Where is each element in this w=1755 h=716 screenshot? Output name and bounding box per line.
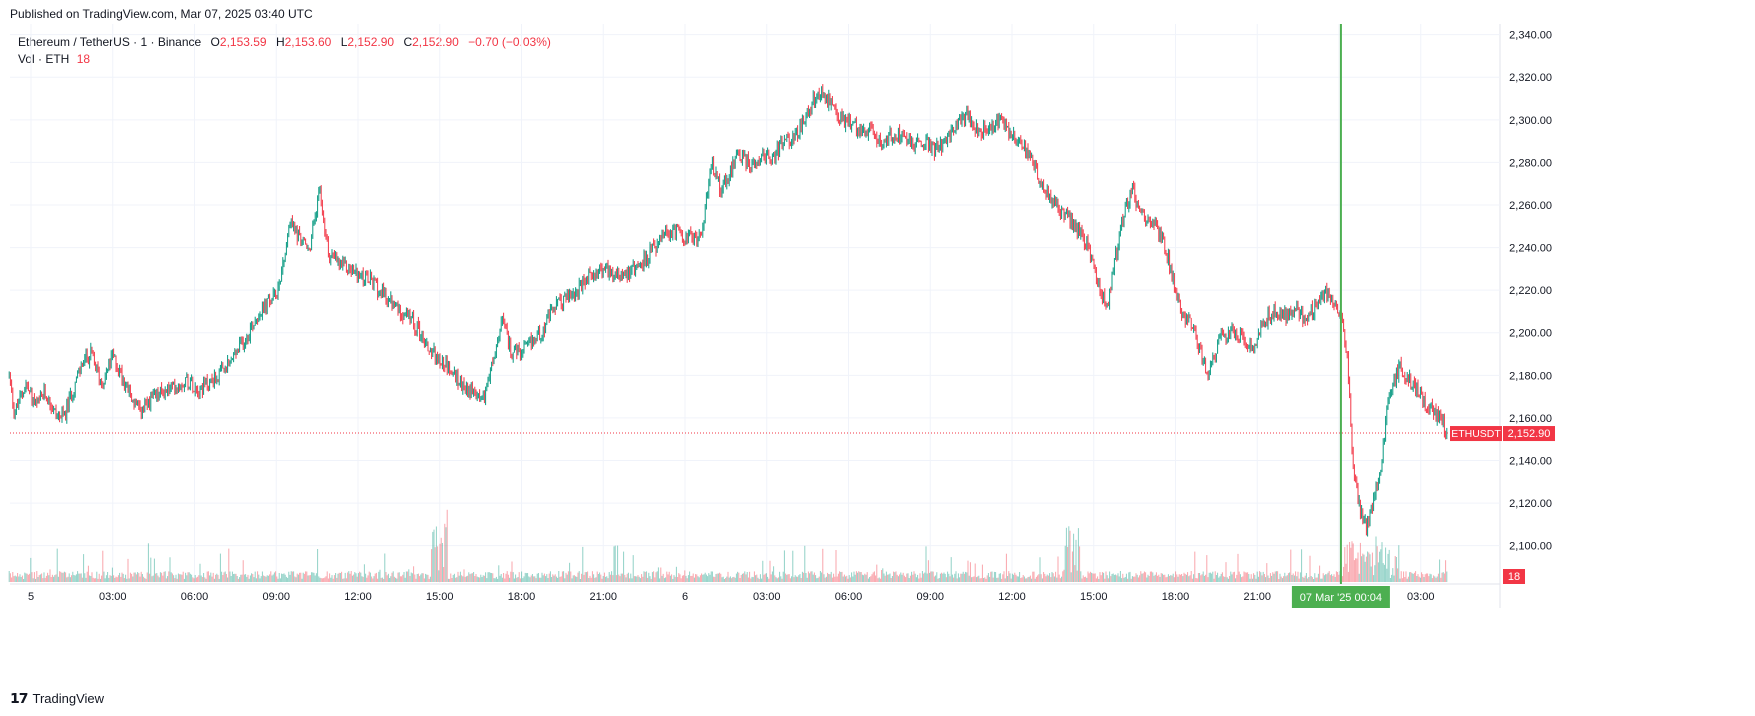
x-tick-label: 12:00 [998,591,1026,603]
open-value: 2,153.59 [219,35,267,49]
chart-grid [10,24,1501,608]
y-tick-label: 2,320.00 [1509,72,1552,84]
y-tick-label: 2,240.00 [1509,243,1552,255]
volume-value: 18 [76,52,91,66]
y-tick-label: 2,280.00 [1509,157,1552,169]
close-value: 2,152.90 [412,35,459,49]
y-tick-label: 2,160.00 [1509,413,1552,425]
y-tick-label: 2,180.00 [1509,370,1552,382]
y-tick-label: 2,220.00 [1509,285,1552,297]
open-label: O [210,35,220,49]
close-label: C [403,35,413,49]
price-axis[interactable]: 2,100.00 2,120.00 2,140.00 2,160.00 2,180.00… [1509,30,1552,553]
x-tick-label: 18:00 [508,591,536,603]
x-tick-label: 06:00 [181,591,209,603]
candlestick-series [8,84,1448,537]
x-tick-label: 18:00 [1162,591,1190,603]
y-tick-label: 2,340.00 [1509,30,1552,42]
x-tick-label: 21:00 [1243,591,1271,603]
published-caption: Published on TradingView.com, Mar 07, 20… [10,7,313,21]
high-label: H [275,35,285,49]
x-tick-label: 03:00 [1407,591,1435,603]
volume-tag-bg [1503,569,1525,584]
price-chart[interactable]: ETHUSDT 2,152.90 18 07 Mar '25 00:04 2,100.… [0,24,1755,608]
x-tick-label: 15:00 [426,591,454,603]
tradingview-logo-icon: 𝟭𝟳 [10,690,29,706]
ohlc-row: Ethereum / TetherUS · 1 · Binance O2,153… [18,34,551,51]
tradingview-footer[interactable]: 𝟭𝟳 TradingView [10,690,104,707]
x-tick-label: 06:00 [835,591,863,603]
y-tick-label: 2,100.00 [1509,541,1552,553]
high-value: 2,153.60 [284,35,332,49]
symbol-tag-label: ETHUSDT [1451,428,1501,440]
x-tick-label: 15:00 [1080,591,1108,603]
low-label: L [340,35,348,49]
x-tick-label: 21:00 [589,591,617,603]
volume-histogram [8,509,1448,582]
x-tick-label: 5 [28,591,34,603]
symbol-tag-bg [1450,426,1502,442]
y-tick-label: 2,260.00 [1509,200,1552,212]
x-tick-label: 12:00 [344,591,372,603]
change-value: −0.70 (−0.03%) [468,35,551,49]
y-tick-label: 2,200.00 [1509,328,1552,340]
x-tick-label: 03:00 [99,591,127,603]
brand-name: TradingView [32,691,105,706]
y-tick-label: 2,300.00 [1509,115,1552,127]
last-price-tag-bg [1503,426,1555,442]
x-tick-label: 09:00 [262,591,290,603]
last-price-tag-label: 2,152.90 [1508,428,1551,440]
x-tick-label: 03:00 [753,591,781,603]
chart-overlay: ETHUSDT 2,152.90 18 07 Mar '25 00:04 [10,24,1555,608]
x-tick-label: 09:00 [916,591,944,603]
y-tick-label: 2,140.00 [1509,456,1552,468]
cursor-time-tag-label: 07 Mar '25 00:04 [1300,592,1382,604]
symbol-title[interactable]: Ethereum / TetherUS · 1 · Binance [18,35,202,49]
volume-tag-label: 18 [1508,571,1520,583]
x-tick-label: 6 [682,591,688,603]
low-value: 2,152.90 [347,35,395,49]
cursor-time-tag-bg [1291,586,1390,608]
time-axis[interactable]: 5 03:00 06:00 09:00 12:00 15:00 18:00 21:00 6 03:… [28,591,1435,603]
y-tick-label: 2,120.00 [1509,498,1552,510]
